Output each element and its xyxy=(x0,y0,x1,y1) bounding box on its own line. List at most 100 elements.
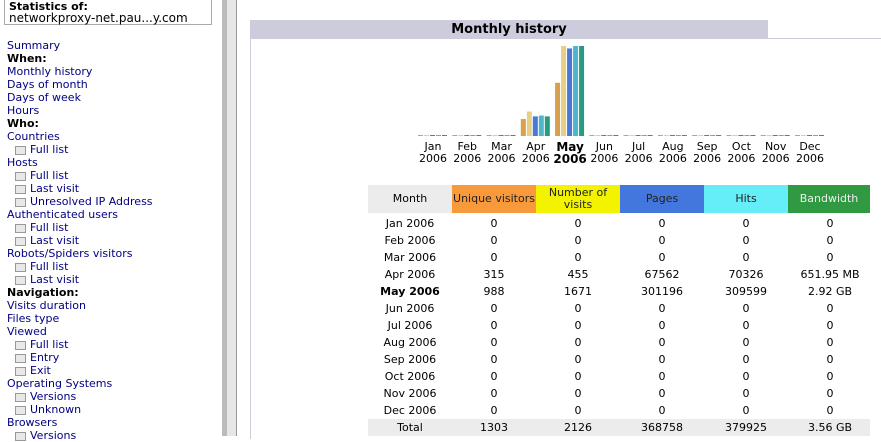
menu-text: Last visit xyxy=(30,273,80,286)
menu-item[interactable]: Viewed xyxy=(7,325,47,338)
bar xyxy=(436,135,441,136)
value-cell: 988 xyxy=(483,285,505,298)
menu-item[interactable]: Robots/Spiders visitors xyxy=(7,247,133,260)
bar xyxy=(418,135,423,136)
bar xyxy=(738,135,744,136)
menu-item[interactable]: Monthly history xyxy=(7,65,92,78)
menu-item[interactable]: Last visit xyxy=(15,182,79,195)
menu-text: When: xyxy=(7,52,47,65)
value-cell: 0 xyxy=(742,336,750,349)
total-cell: 379925 xyxy=(725,421,767,434)
menu-item[interactable]: Browsers xyxy=(7,416,57,429)
menu-item[interactable]: Full list xyxy=(15,221,68,234)
menu-item[interactable]: Full list xyxy=(15,169,68,182)
bar xyxy=(663,135,669,136)
value-cell: 0 xyxy=(826,387,834,400)
bar xyxy=(784,135,790,136)
value-cell: 651.95 MB xyxy=(800,268,860,281)
menu-text: Full list xyxy=(30,338,69,351)
value-cell: 0 xyxy=(826,353,834,366)
total-label: Total xyxy=(397,421,423,434)
header-cell: Hits xyxy=(704,185,788,213)
menu-item[interactable]: Files type xyxy=(7,312,59,325)
bar xyxy=(573,46,579,136)
menu-item[interactable]: Full list xyxy=(15,338,68,351)
menu-item[interactable]: Summary xyxy=(7,39,60,52)
bar xyxy=(806,135,812,136)
bar xyxy=(452,135,458,136)
menu-text: Versions xyxy=(30,390,77,403)
panel-header: Monthly history xyxy=(250,20,768,38)
bar xyxy=(641,135,647,136)
value-cell: 0 xyxy=(826,319,834,332)
bar xyxy=(800,135,806,136)
bar xyxy=(766,135,772,136)
menu-text: Viewed xyxy=(7,325,47,338)
menu-item[interactable]: Authenticated users xyxy=(7,208,118,221)
menu-item[interactable]: Countries xyxy=(7,130,60,143)
total-cell: 3.56 GB xyxy=(807,421,853,434)
bar xyxy=(732,135,738,136)
menu-item: Navigation: xyxy=(7,286,79,299)
menu-item[interactable]: Visits duration xyxy=(7,299,86,312)
menu-icon xyxy=(15,392,26,402)
bar xyxy=(647,135,653,136)
bar xyxy=(812,135,818,136)
value-cell: 0 xyxy=(742,234,750,247)
menu-item[interactable]: Unresolved IP Address xyxy=(15,195,153,208)
value-cell: 70326 xyxy=(728,268,764,281)
value-cell: 0 xyxy=(658,217,666,230)
bar xyxy=(561,46,567,136)
menu-item[interactable]: Hours xyxy=(7,104,39,117)
menu-item[interactable]: Days of month xyxy=(7,78,88,91)
bar xyxy=(607,135,613,136)
bar xyxy=(692,135,698,136)
menu-text: Browsers xyxy=(7,416,58,429)
bar xyxy=(818,135,824,136)
bar xyxy=(750,135,756,136)
month-cell: Dec 2006 xyxy=(383,404,437,417)
menu-item[interactable]: Hosts xyxy=(7,156,38,169)
menu-item[interactable]: Last visit xyxy=(15,234,79,247)
bar xyxy=(704,135,710,136)
month-cell: Mar 2006 xyxy=(383,251,437,264)
month-cell: May 2006 xyxy=(380,285,440,298)
menu-item[interactable]: Exit xyxy=(15,364,51,377)
menu-icon xyxy=(15,405,26,415)
header-cell: Number of visits xyxy=(536,185,620,213)
menu-item[interactable]: Full list xyxy=(15,260,68,273)
value-cell: 0 xyxy=(742,353,750,366)
menu-text: Hosts xyxy=(7,156,38,169)
bar xyxy=(629,135,635,136)
menu-icon xyxy=(15,353,26,363)
month-cell: Jun 2006 xyxy=(385,302,435,315)
menu-item[interactable]: Days of week xyxy=(7,91,81,104)
menu-text: Files type xyxy=(7,312,60,325)
value-cell: 0 xyxy=(658,353,666,366)
bar xyxy=(601,135,607,136)
value-cell: 315 xyxy=(483,268,505,281)
bar xyxy=(760,135,766,136)
divider xyxy=(222,0,227,436)
panel-title: Monthly history xyxy=(451,22,567,37)
menu-item[interactable]: Full list xyxy=(15,143,68,156)
sidebar: Statistics of: networkproxy-net.pau...y.… xyxy=(0,0,222,442)
total-cell: 1303 xyxy=(480,421,508,434)
chart-month-label: Nov 2006 xyxy=(761,140,790,165)
menu-item[interactable]: Last visit xyxy=(15,273,79,286)
bar xyxy=(579,46,585,136)
bar xyxy=(442,135,447,136)
bar xyxy=(430,135,435,136)
bar xyxy=(458,135,464,136)
menu-item[interactable]: Entry xyxy=(15,351,59,364)
total-cell: 2126 xyxy=(564,421,592,434)
menu-text: Authenticated users xyxy=(7,208,118,221)
month-cell: Feb 2006 xyxy=(384,234,436,247)
month-cell: Jul 2006 xyxy=(387,319,433,332)
menu-item[interactable]: Operating Systems xyxy=(7,377,112,390)
menu-item[interactable]: Versions xyxy=(15,390,76,403)
value-cell: 0 xyxy=(574,353,582,366)
menu-item[interactable]: Unknown xyxy=(15,403,81,416)
bar xyxy=(589,135,595,136)
menu-text: Days of month xyxy=(7,78,88,91)
